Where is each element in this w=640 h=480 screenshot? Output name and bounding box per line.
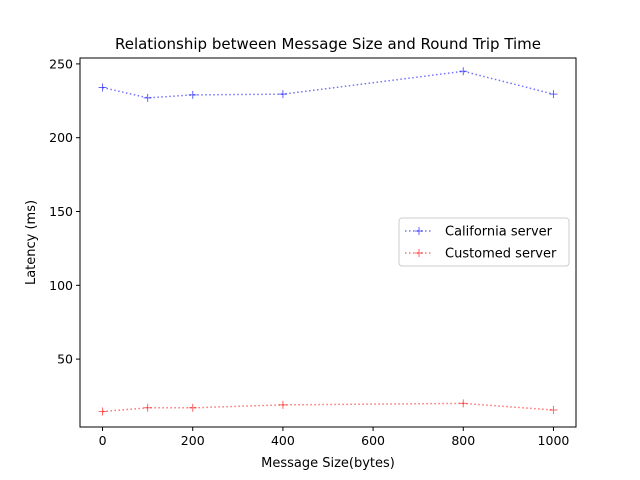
- data-point: [278, 90, 287, 99]
- data-point: [98, 83, 107, 92]
- series-layer: [98, 67, 558, 416]
- y-tick-label: 100: [49, 278, 73, 293]
- y-axis: 50 100 150 200 250: [49, 56, 80, 367]
- y-tick-label: 150: [49, 204, 73, 219]
- data-point: [459, 399, 468, 408]
- legend-entry: California server: [405, 225, 553, 240]
- x-axis-title: Message Size(bytes): [261, 456, 395, 471]
- x-tick-label: 400: [271, 433, 295, 448]
- y-axis-title: Latency (ms): [24, 200, 39, 285]
- x-tick-label: 600: [361, 433, 385, 448]
- y-tick-label: 200: [49, 130, 73, 145]
- data-point: [459, 67, 468, 76]
- series-1: [98, 399, 558, 416]
- series-line: [102, 402, 554, 413]
- y-tick-label: 250: [49, 56, 73, 71]
- x-tick-label: 800: [451, 433, 475, 448]
- data-point: [188, 403, 197, 412]
- legend-entry: Customed server: [405, 247, 557, 262]
- data-point: [549, 90, 558, 99]
- data-point: [278, 400, 287, 409]
- series-0: [98, 67, 558, 102]
- data-point: [549, 406, 558, 415]
- y-tick-label: 50: [57, 352, 73, 367]
- legend-marker: [415, 249, 423, 257]
- x-axis: 0 200 400 600 800 1000: [99, 427, 570, 448]
- data-point: [98, 407, 107, 416]
- legend-entries: California server Customed server: [405, 225, 557, 262]
- legend-label: Customed server: [445, 247, 557, 262]
- data-point: [143, 403, 152, 412]
- plot-frame: [79, 57, 577, 428]
- legend-marker: [415, 227, 423, 235]
- plot-area: [79, 57, 577, 428]
- x-tick-label: 1000: [538, 433, 570, 448]
- legend-label: California server: [445, 225, 553, 240]
- x-tick-label: 200: [181, 433, 205, 448]
- legend: California server Customed server: [398, 217, 570, 267]
- x-tick-label: 0: [99, 433, 107, 448]
- data-point: [143, 93, 152, 102]
- series-line: [102, 70, 554, 99]
- chart-title: Relationship between Message Size and Ro…: [115, 35, 541, 53]
- legend-box: [398, 217, 570, 267]
- data-point: [188, 90, 197, 99]
